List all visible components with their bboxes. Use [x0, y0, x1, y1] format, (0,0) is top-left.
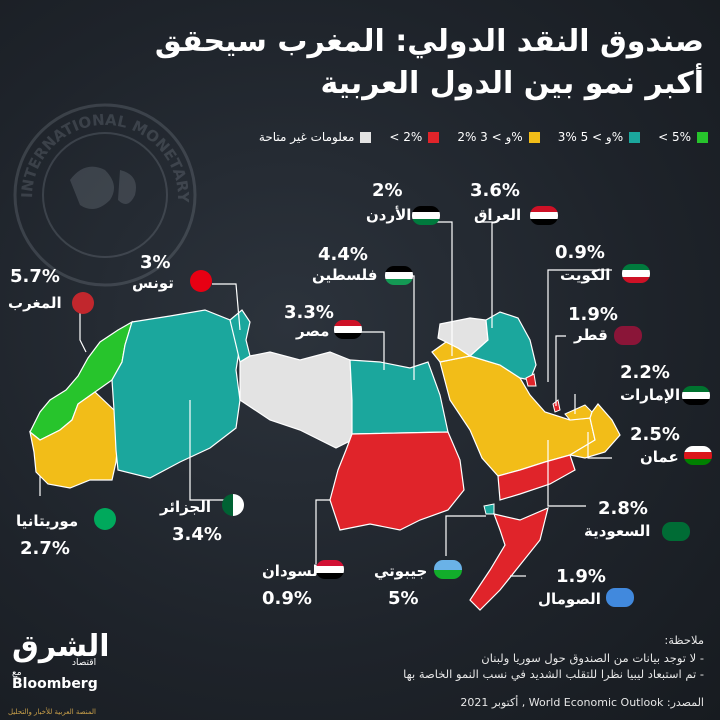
leader-lines [39, 221, 612, 577]
qatar-flag-icon [614, 326, 642, 345]
value-jordan: 2% [372, 180, 403, 201]
title-line-2: أكبر نمو بين الدول العربية [320, 66, 704, 101]
brand-with: مع [12, 668, 22, 678]
somalia-flag-icon [606, 588, 634, 607]
mauritania-flag-icon [94, 508, 116, 530]
note-heading: ملاحظة: [664, 633, 704, 647]
value-djibouti: 5% [388, 588, 419, 609]
legend: < 5% 3% و > 5% 2% و > 3% < 2% معلومات غي… [259, 130, 708, 144]
djibouti-flag-icon [434, 560, 462, 579]
label-sudan: السودان [262, 562, 324, 580]
value-palestine: 4.4% [318, 244, 368, 265]
label-egypt: مصر [296, 322, 330, 340]
note-line-2: - تم استبعاد ليبيا نظرا للتقلب الشديد في… [403, 667, 704, 681]
map-libya [239, 351, 353, 449]
brand-name: الشرق [12, 629, 110, 664]
map-uae [564, 404, 593, 421]
legend-swatch [428, 131, 440, 143]
legend-item-3-to-5: 3% و > 5% [557, 130, 641, 144]
brand-tagline: المنصة العربية للأخبار والتحليل [8, 708, 96, 716]
value-mauritania: 2.7% [20, 538, 70, 559]
map-somalia [469, 506, 549, 611]
note-line-1: - لا توجد بيانات من الصندوق حول سوريا ول… [481, 651, 704, 665]
algeria-flag-icon [222, 494, 244, 516]
sudan-flag-icon [316, 560, 344, 579]
title-line-1: صندوق النقد الدولي: المغرب سيحقق [154, 24, 704, 59]
value-qatar: 1.9% [568, 304, 618, 325]
map-oman [568, 403, 621, 459]
legend-label: معلومات غير متاحة [258, 130, 355, 144]
legend-swatch [697, 131, 708, 143]
label-jordan: الأردن [366, 206, 412, 224]
legend-label: < 2% [389, 130, 423, 144]
morocco-flag-icon [72, 292, 94, 314]
legend-item-2-to-3: 2% و > 3% [457, 130, 540, 144]
value-oman: 2.5% [630, 424, 680, 445]
value-iraq: 3.6% [470, 180, 520, 201]
value-kuwait: 0.9% [555, 242, 605, 263]
legend-swatch [528, 131, 540, 143]
map-yemen [497, 454, 576, 501]
label-oman: عمان [640, 448, 679, 466]
label-algeria: الجزائر [160, 498, 212, 516]
value-algeria: 3.4% [172, 524, 222, 545]
label-djibouti: جيبوتي [374, 562, 428, 580]
label-somalia: الصومال [538, 590, 601, 608]
label-uae: الإمارات [620, 386, 681, 404]
legend-item-above-5: < 5% [658, 130, 708, 144]
legend-swatch [629, 131, 641, 143]
label-morocco: المغرب [8, 294, 62, 312]
brand-partner: Bloomberg [12, 676, 98, 692]
value-tunisia: 3% [140, 252, 171, 273]
value-egypt: 3.3% [284, 302, 334, 323]
legend-item-below-2: < 2% [389, 130, 440, 144]
value-saudi: 2.8% [598, 498, 648, 519]
imf-seal-watermark [13, 103, 197, 287]
label-saudi: السعودية [584, 522, 651, 540]
palestine-flag-icon [385, 266, 413, 285]
brand-logo: الشرق اقتصاد مع Bloomberg [12, 630, 130, 704]
label-kuwait: الكويت [560, 266, 611, 284]
egypt-flag-icon [334, 320, 362, 339]
tunisia-flag-icon [190, 270, 212, 292]
jordan-flag-icon [412, 206, 440, 225]
map-djibouti [483, 503, 495, 515]
map-sudan [329, 431, 465, 531]
imf-seal-text: INTERNATIONAL MONETARY FUND [10, 100, 192, 204]
legend-label: 2% و > 3% [457, 130, 523, 144]
value-morocco: 5.7% [10, 266, 60, 287]
map-algeria [111, 309, 241, 479]
legend-label: < 5% [658, 130, 691, 144]
legend-swatch [360, 131, 372, 143]
kuwait-flag-icon [622, 264, 650, 283]
map-egypt [349, 359, 449, 435]
legend-label: 3% و > 5% [557, 130, 624, 144]
map-tunisia [229, 309, 251, 363]
saudi-flag-icon [662, 522, 690, 541]
value-sudan: 0.9% [262, 588, 312, 609]
label-mauritania: موريتانيا [16, 512, 79, 530]
source: المصدر: World Economic Outlook , أكتوبر … [460, 696, 704, 709]
value-uae: 2.2% [620, 362, 670, 383]
label-qatar: قطر [574, 326, 608, 344]
iraq-flag-icon [530, 206, 558, 225]
value-somalia: 1.9% [556, 566, 606, 587]
oman-flag-icon [684, 446, 712, 465]
label-tunisia: تونس [132, 274, 174, 292]
label-palestine: فلسطين [312, 266, 378, 284]
label-iraq: العراق [474, 206, 522, 224]
map-kuwait [525, 373, 537, 387]
brand-sub: اقتصاد [72, 658, 97, 668]
legend-item-no-data: معلومات غير متاحة [258, 130, 372, 144]
uae-flag-icon [682, 386, 710, 405]
